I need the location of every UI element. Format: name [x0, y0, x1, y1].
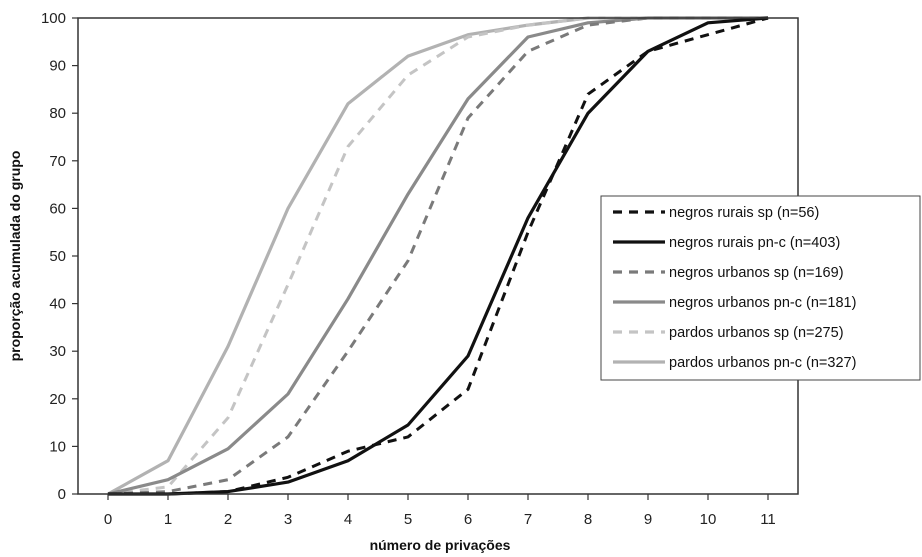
- legend-label-1: negros rurais sp (n=56): [669, 205, 819, 221]
- legend-label-5: pardos urbanos sp (n=275): [669, 325, 844, 341]
- x-tick-label: 2: [224, 511, 232, 528]
- x-tick-label: 10: [700, 511, 717, 528]
- legend: negros rurais sp (n=56) negros rurais pn-…: [600, 195, 921, 381]
- x-tick-label: 11: [760, 511, 776, 528]
- x-tick-label: 5: [404, 511, 412, 528]
- x-axis-title: número de privações: [370, 537, 511, 553]
- x-tick-label: 0: [104, 511, 112, 528]
- y-tick-label: 30: [49, 343, 66, 360]
- legend-label-4: negros urbanos pn-c (n=181): [669, 295, 856, 311]
- y-tick-label: 80: [49, 105, 66, 122]
- legend-box: [600, 195, 921, 381]
- x-tick-label: 4: [344, 511, 352, 528]
- series-line-1: [108, 16, 769, 496]
- y-tick-label: 10: [49, 438, 66, 455]
- x-axis: 0 1 2 3 4 5 6 7 8 9 10 11: [104, 494, 776, 528]
- x-tick-label: 9: [644, 511, 652, 528]
- y-tick-label: 50: [49, 248, 66, 265]
- series-line-2: [108, 16, 769, 496]
- x-tick-label: 7: [524, 511, 532, 528]
- legend-items: negros rurais sp (n=56) negros rurais pn-…: [613, 205, 856, 371]
- y-axis: 0 10 20 30 40 50 60 70 80 90 100: [41, 10, 78, 503]
- x-tick-label: 6: [464, 511, 472, 528]
- y-tick-label: 40: [49, 296, 66, 313]
- legend-label-3: negros urbanos sp (n=169): [669, 265, 844, 281]
- y-tick-label: 70: [49, 153, 66, 170]
- y-tick-label: 60: [49, 200, 66, 217]
- y-tick-label: 20: [49, 391, 66, 408]
- legend-label-2: negros rurais pn-c (n=403): [669, 235, 840, 251]
- x-tick-label: 8: [584, 511, 592, 528]
- y-axis-title: proporção acumulada do grupo: [7, 151, 23, 362]
- y-tick-label: 90: [49, 58, 66, 75]
- x-tick-label: 1: [164, 511, 172, 528]
- y-tick-label: 0: [58, 486, 66, 503]
- x-tick-label: 3: [284, 511, 292, 528]
- y-tick-label: 100: [41, 10, 66, 27]
- legend-label-6: pardos urbanos pn-c (n=327): [669, 355, 856, 371]
